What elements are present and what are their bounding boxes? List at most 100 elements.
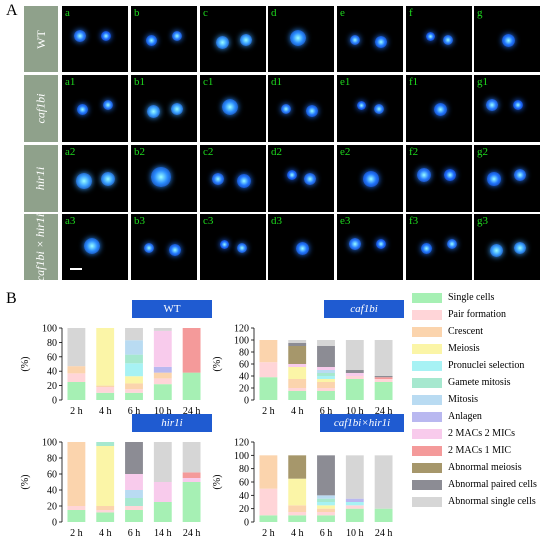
row-label-text: caf1bi × hir1i bbox=[33, 213, 48, 281]
nucleus-blob bbox=[74, 30, 86, 42]
bar-segment bbox=[345, 373, 364, 376]
bar-segment bbox=[125, 328, 143, 341]
nucleus-blob bbox=[237, 243, 247, 253]
bar-segment bbox=[182, 482, 201, 522]
cell-label: e2 bbox=[340, 146, 351, 158]
bar-segment bbox=[317, 495, 335, 499]
legend-swatch bbox=[412, 377, 442, 388]
nucleus-blob bbox=[514, 169, 526, 181]
nucleus-blob bbox=[101, 31, 111, 41]
nucleus-blob bbox=[420, 242, 432, 254]
nucleus-blob bbox=[374, 104, 384, 114]
cell-label: e1 bbox=[340, 76, 351, 88]
y-tick-label: 60 bbox=[239, 478, 249, 489]
x-tick-label: 24 h bbox=[183, 406, 201, 417]
x-tick-label: 10 h bbox=[154, 406, 172, 417]
bar-segment bbox=[288, 343, 307, 346]
bar-segment bbox=[317, 455, 335, 496]
bar-segment bbox=[125, 392, 143, 400]
y-axis-label: (%) bbox=[20, 475, 31, 490]
x-tick-label: 6 h bbox=[320, 528, 333, 539]
cell-label: f bbox=[409, 7, 413, 19]
y-tick-label: 0 bbox=[52, 396, 57, 407]
nucleus-blob bbox=[356, 100, 366, 110]
nucleus-blob bbox=[171, 103, 183, 115]
row-label-text: caf1bi bbox=[33, 93, 48, 124]
nucleus-blob bbox=[222, 99, 238, 115]
y-tick-label: 40 bbox=[47, 486, 57, 497]
cell-label: d1 bbox=[271, 76, 282, 88]
chart-title: caf1bi×hir1i bbox=[320, 414, 404, 432]
nucleus-blob bbox=[76, 173, 92, 189]
nucleus-blob bbox=[151, 167, 171, 187]
legend-swatch bbox=[412, 411, 442, 422]
cell-label: a3 bbox=[65, 215, 76, 227]
bar-segment bbox=[345, 498, 364, 502]
bar-segment bbox=[345, 370, 364, 373]
x-tick-label: 2 h bbox=[262, 528, 275, 539]
bar-segment bbox=[288, 391, 307, 400]
legend-item: Abnormal single cells bbox=[412, 496, 536, 507]
bar-segment bbox=[96, 512, 115, 522]
micrograph-cell: d3 bbox=[268, 214, 334, 280]
bar-segment bbox=[288, 455, 307, 479]
cell-label: a bbox=[65, 7, 70, 19]
nucleus-blob bbox=[281, 104, 291, 114]
legend-label: Abnormal paired cells bbox=[448, 479, 537, 490]
chart-title: WT bbox=[132, 300, 212, 318]
nucleus-blob bbox=[443, 35, 453, 45]
legend-label: Abnormal meiosis bbox=[448, 462, 522, 473]
nucleus-blob bbox=[169, 244, 181, 256]
legend-item: Anlagen bbox=[412, 411, 482, 422]
legend-label: Anlagen bbox=[448, 411, 482, 422]
row-label: caf1bi bbox=[24, 75, 58, 142]
cell-label: a1 bbox=[65, 76, 76, 88]
x-tick-label: 2 h bbox=[70, 528, 83, 539]
bar-segment bbox=[182, 472, 201, 478]
bar-segment bbox=[125, 363, 143, 377]
legend-label: Mitosis bbox=[448, 394, 479, 405]
bar-segment bbox=[317, 502, 335, 506]
cell-label: e3 bbox=[340, 215, 351, 227]
legend-label: Crescent bbox=[448, 326, 483, 337]
legend-item: 2 MACs 1 MIC bbox=[412, 445, 511, 456]
micrograph-cell: g2 bbox=[474, 145, 540, 212]
cell-label: b bbox=[134, 7, 140, 19]
y-axis-label: (%) bbox=[212, 475, 223, 490]
bar-segment bbox=[153, 328, 172, 331]
legend-swatch bbox=[412, 496, 442, 507]
bar-segment bbox=[67, 382, 86, 400]
y-tick-label: 0 bbox=[52, 518, 57, 529]
legend-swatch bbox=[412, 445, 442, 456]
micrograph-cell: a2 bbox=[62, 145, 128, 212]
bar-segment bbox=[259, 515, 278, 522]
cell-label: d2 bbox=[271, 146, 282, 158]
legend-item: Meiosis bbox=[412, 343, 480, 354]
x-tick-label: 2 h bbox=[262, 406, 275, 417]
cell-label: g bbox=[477, 7, 483, 19]
bar-segment bbox=[125, 442, 143, 474]
bar-segment bbox=[345, 379, 364, 400]
bar-segment bbox=[345, 340, 364, 370]
nucleus-blob bbox=[103, 100, 113, 110]
row-label: caf1bi × hir1i bbox=[24, 213, 58, 281]
bar-segment bbox=[67, 510, 86, 522]
bar-segment bbox=[125, 354, 143, 364]
bar-segment bbox=[67, 442, 86, 506]
cell-label: c3 bbox=[203, 215, 214, 227]
bar-segment bbox=[317, 379, 335, 382]
y-tick-label: 60 bbox=[47, 470, 57, 481]
micrograph-cell: c3 bbox=[200, 214, 266, 280]
bar-segment bbox=[317, 382, 335, 388]
x-tick-label: 24 h bbox=[375, 528, 393, 539]
bar-segment bbox=[259, 340, 278, 363]
row-label-text: WT bbox=[33, 29, 48, 49]
nucleus-blob bbox=[501, 33, 515, 47]
micrograph-cell: b bbox=[131, 6, 197, 72]
legend-label: 2 MACs 2 MICs bbox=[448, 428, 515, 439]
legend-swatch bbox=[412, 292, 442, 303]
row-label: hir1i bbox=[24, 145, 58, 212]
micrograph-cell: g3 bbox=[474, 214, 540, 280]
bar-segment bbox=[259, 455, 278, 489]
